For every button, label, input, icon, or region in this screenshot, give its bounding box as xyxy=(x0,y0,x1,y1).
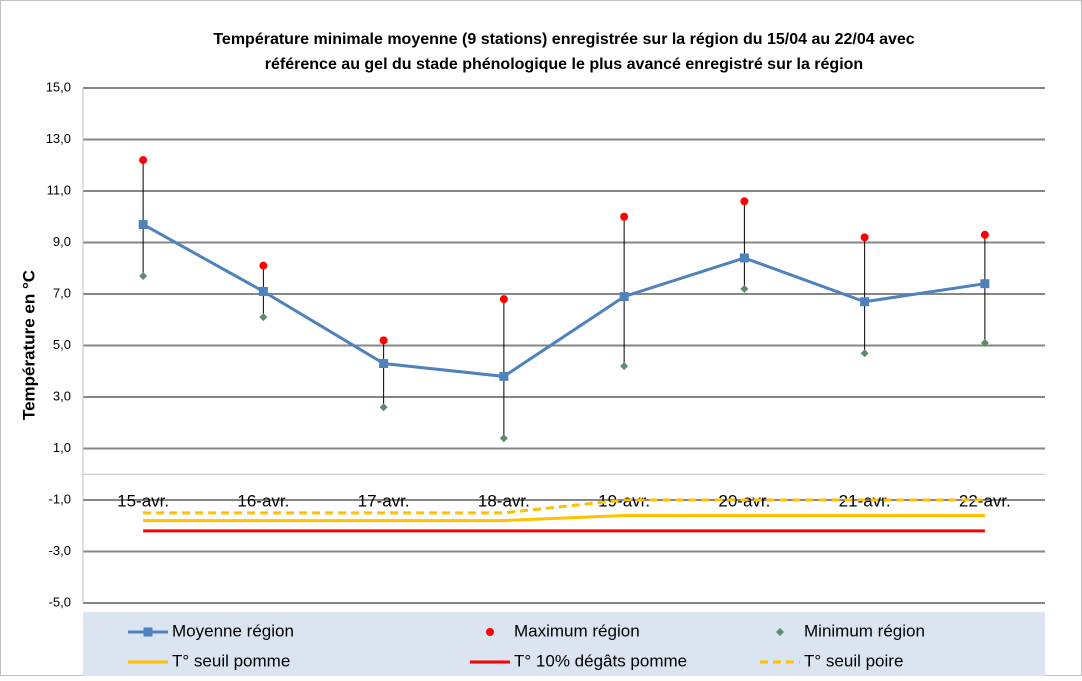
marker xyxy=(259,261,268,270)
legend-marker xyxy=(776,628,784,636)
legend-label: T° seuil pomme xyxy=(172,651,290,670)
y-tick-label: 13,0 xyxy=(46,131,71,146)
x-tick-label: 18-avr. xyxy=(478,492,530,511)
marker xyxy=(739,253,749,263)
y-tick-label: -1,0 xyxy=(49,491,71,506)
y-tick-label: 9,0 xyxy=(53,234,71,249)
legend-label: Moyenne région xyxy=(172,621,294,640)
y-axis-label: Température en °C xyxy=(19,270,38,420)
x-tick-label: 16-avr. xyxy=(237,492,289,511)
legend-marker xyxy=(143,627,153,637)
marker xyxy=(139,156,148,165)
series-line xyxy=(142,223,986,378)
y-tick-label: -5,0 xyxy=(49,594,71,609)
y-tick-label: 7,0 xyxy=(53,285,71,300)
marker xyxy=(620,212,629,221)
marker xyxy=(259,313,268,322)
marker xyxy=(980,279,990,289)
y-tick-label: -3,0 xyxy=(49,543,71,558)
marker xyxy=(139,271,148,280)
legend-label: Maximum région xyxy=(514,621,640,640)
marker xyxy=(379,336,388,345)
marker xyxy=(860,349,869,358)
x-tick-label: 15-avr. xyxy=(117,492,169,511)
marker xyxy=(499,371,509,381)
marker xyxy=(740,284,749,293)
marker xyxy=(499,295,508,304)
marker xyxy=(860,297,870,307)
x-tick-label: 22-avr. xyxy=(959,492,1011,511)
marker xyxy=(138,219,148,229)
series-line xyxy=(143,513,985,523)
marker xyxy=(258,286,268,296)
marker xyxy=(980,230,989,239)
legend-marker xyxy=(486,628,494,636)
y-tick-label: 1,0 xyxy=(53,440,71,455)
marker xyxy=(740,197,749,206)
marker xyxy=(619,292,629,302)
legend-label: T° 10% dégâts pomme xyxy=(514,651,687,670)
marker xyxy=(379,403,388,412)
y-tick-label: 11,0 xyxy=(47,182,71,197)
x-tick-label: 17-avr. xyxy=(358,492,410,511)
legend-background xyxy=(83,612,1045,676)
legend-label: Minimum région xyxy=(804,621,925,640)
marker xyxy=(860,233,869,242)
marker xyxy=(499,434,508,443)
chart-title: référence au gel du stade phénologique l… xyxy=(265,56,863,73)
marker xyxy=(620,362,629,371)
marker xyxy=(379,359,389,369)
y-tick-label: 3,0 xyxy=(53,388,71,403)
chart-title: Température minimale moyenne (9 stations… xyxy=(213,31,914,48)
marker xyxy=(980,338,989,347)
y-tick-label: 5,0 xyxy=(53,337,71,352)
series-line xyxy=(143,498,985,515)
legend-label: T° seuil poire xyxy=(804,651,903,670)
y-tick-label: 15,0 xyxy=(46,79,71,94)
